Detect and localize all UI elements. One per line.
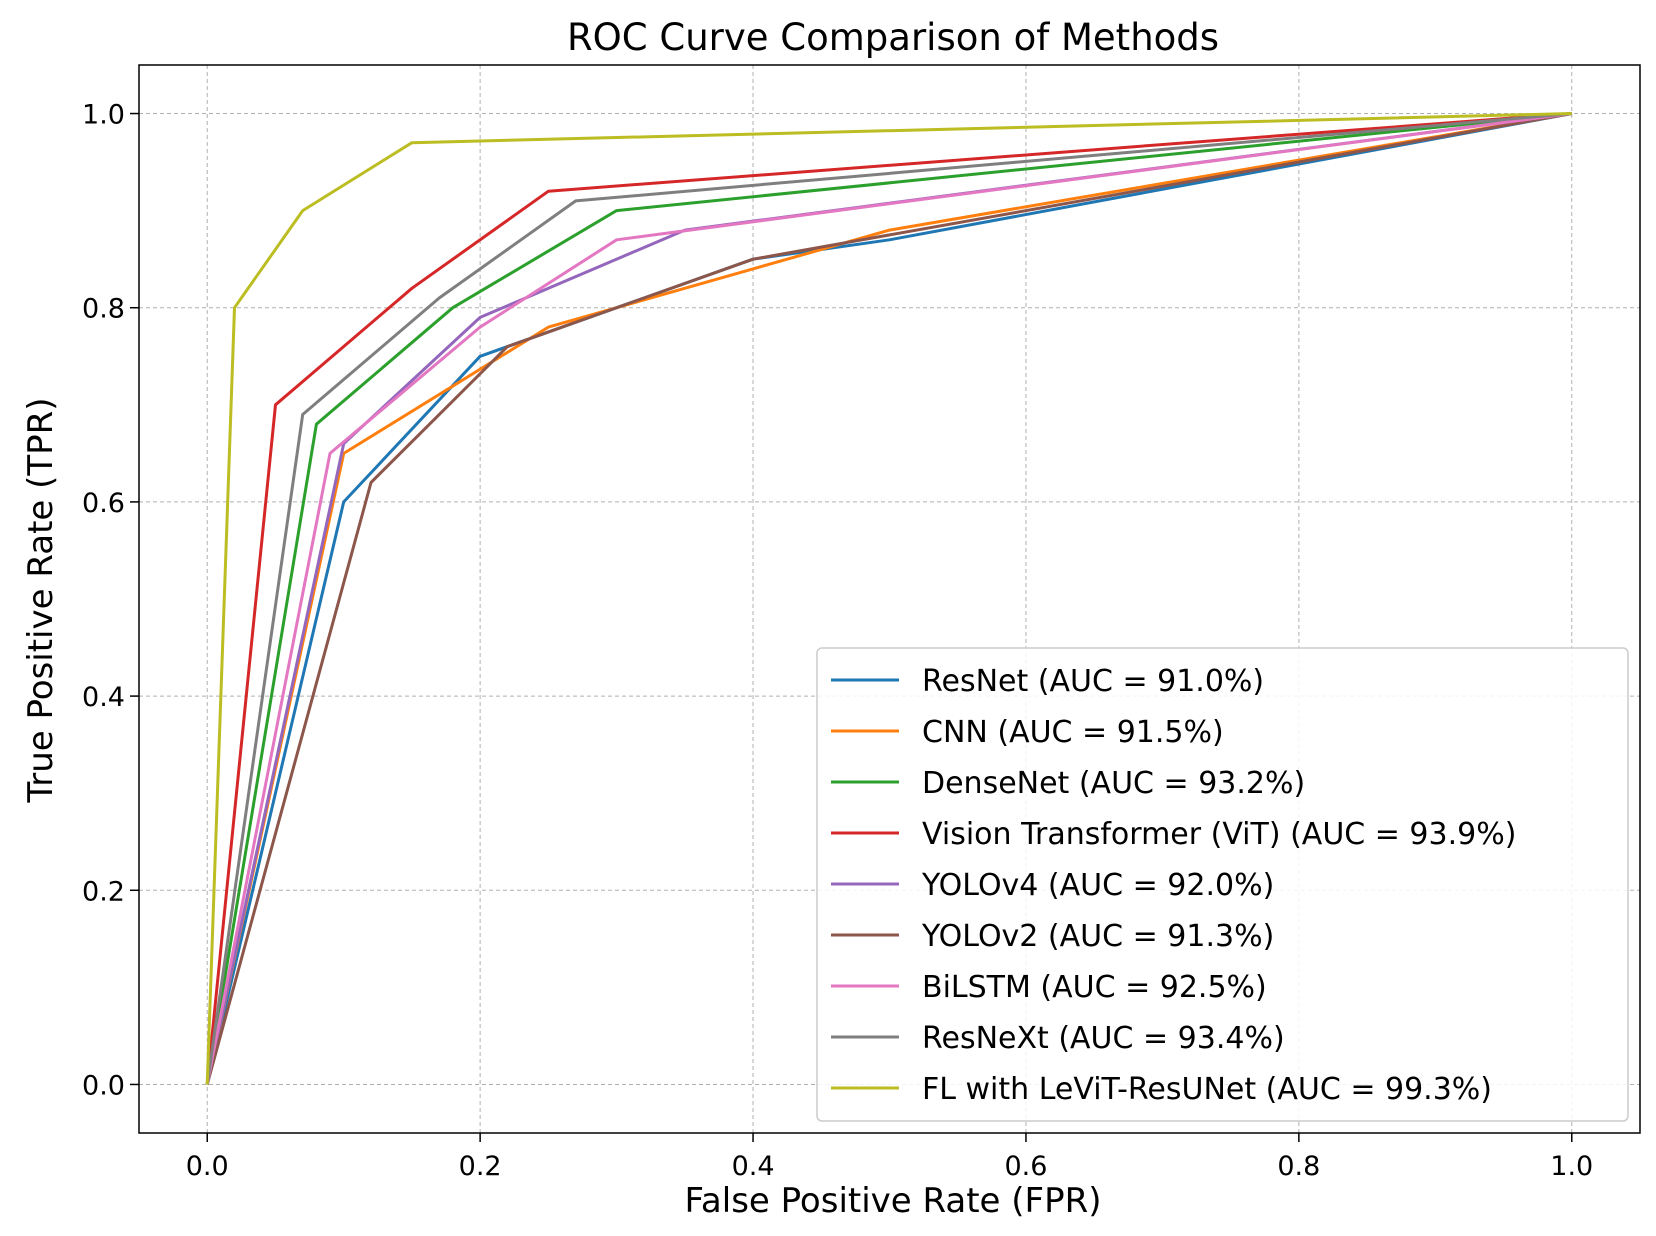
x-tick-label: 0.6 xyxy=(1004,1151,1047,1182)
x-tick-label: 0.2 xyxy=(459,1151,502,1182)
legend: ResNet (AUC = 91.0%) CNN (AUC = 91.5%) Den… xyxy=(816,647,1629,1122)
y-tick-label: 1.0 xyxy=(82,100,125,131)
x-tick-label: 1.0 xyxy=(1550,1151,1593,1182)
plot-area-frame xyxy=(138,64,1641,1134)
y-axis-label: True Positive Rate (TPR) xyxy=(21,397,61,803)
series-lines xyxy=(205,112,1573,1085)
legend-entry: YOLOv2 (AUC = 91.3%) xyxy=(921,919,1274,954)
legend-entry: FL with LeViT-ResUNet (AUC = 99.3%) xyxy=(922,1072,1492,1107)
y-tick-label: 0.2 xyxy=(82,876,125,907)
series-line xyxy=(205,112,1573,1085)
series-line xyxy=(205,112,1572,1085)
legend-entry: BiLSTM (AUC = 92.5%) xyxy=(922,970,1267,1005)
y-tick-label: 0.4 xyxy=(82,682,125,713)
legend-entry: ResNet (AUC = 91.0%) xyxy=(922,664,1264,699)
x-axis-label: False Positive Rate (FPR) xyxy=(684,1181,1101,1221)
legend-entry: ResNeXt (AUC = 93.4%) xyxy=(922,1021,1285,1056)
x-tick-label: 0.4 xyxy=(732,1151,775,1182)
x-tick-label: 0.8 xyxy=(1277,1151,1320,1182)
legend-entry: DenseNet (AUC = 93.2%) xyxy=(922,766,1305,801)
legend-entry: YOLOv4 (AUC = 92.0%) xyxy=(921,868,1274,903)
series-line xyxy=(205,112,1572,1085)
legend-entry: Vision Transformer (ViT) (AUC = 93.9%) xyxy=(922,817,1516,852)
y-tick-label: 0.0 xyxy=(82,1070,125,1101)
series-line xyxy=(205,112,1572,1085)
legend-entry: CNN (AUC = 91.5%) xyxy=(922,715,1224,750)
y-tick-label: 0.8 xyxy=(82,294,125,325)
axis-ticks: 0.0 0.2 0.4 0.6 0.8 1.0 0.0 0.2 0.4 0.6 0.8 1.0 xyxy=(82,100,1593,1182)
x-tick-label: 0.0 xyxy=(186,1151,229,1182)
chart-title: ROC Curve Comparison of Methods xyxy=(567,16,1219,59)
y-tick-label: 0.6 xyxy=(82,488,125,519)
series-line xyxy=(205,112,1572,1085)
series-line xyxy=(205,112,1572,1085)
legend-box xyxy=(816,647,1629,1122)
